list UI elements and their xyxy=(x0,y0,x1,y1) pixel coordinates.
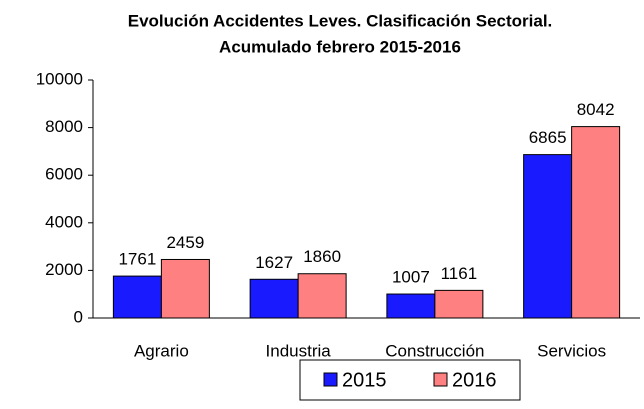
x-tick-label: Servicios xyxy=(537,341,606,360)
x-tick-label: Construcción xyxy=(385,341,484,360)
data-label: 1161 xyxy=(441,264,478,283)
legend-swatch xyxy=(323,372,338,387)
y-tick-label: 0 xyxy=(74,307,83,326)
bar xyxy=(249,278,299,319)
data-label: 1761 xyxy=(118,250,156,269)
data-label: 1627 xyxy=(255,253,293,272)
legend-label: 2015 xyxy=(342,369,387,391)
chart-title: Evolución Accidentes Leves. Clasificació… xyxy=(128,11,553,30)
bar xyxy=(571,126,621,319)
bar xyxy=(160,258,210,319)
bar xyxy=(434,289,484,319)
data-label: 8042 xyxy=(577,100,615,119)
bar xyxy=(386,293,436,319)
x-tick-label: Agrario xyxy=(134,341,189,360)
bar xyxy=(523,154,573,319)
bar xyxy=(112,275,162,319)
y-tick-label: 4000 xyxy=(45,212,83,231)
legend-label: 2016 xyxy=(452,369,497,391)
legend-swatch xyxy=(433,372,448,387)
y-tick-label: 6000 xyxy=(45,165,83,184)
chart-subtitle: Acumulado febrero 2015-2016 xyxy=(219,37,461,56)
y-tick-label: 2000 xyxy=(45,260,83,279)
data-label: 6865 xyxy=(529,128,567,147)
data-label: 2459 xyxy=(166,233,204,252)
y-tick-label: 8000 xyxy=(45,117,83,136)
data-label: 1860 xyxy=(303,247,341,266)
bar xyxy=(297,273,347,319)
x-tick-label: Industria xyxy=(266,341,332,360)
y-tick-label: 10000 xyxy=(36,69,83,88)
data-label: 1007 xyxy=(392,268,430,287)
